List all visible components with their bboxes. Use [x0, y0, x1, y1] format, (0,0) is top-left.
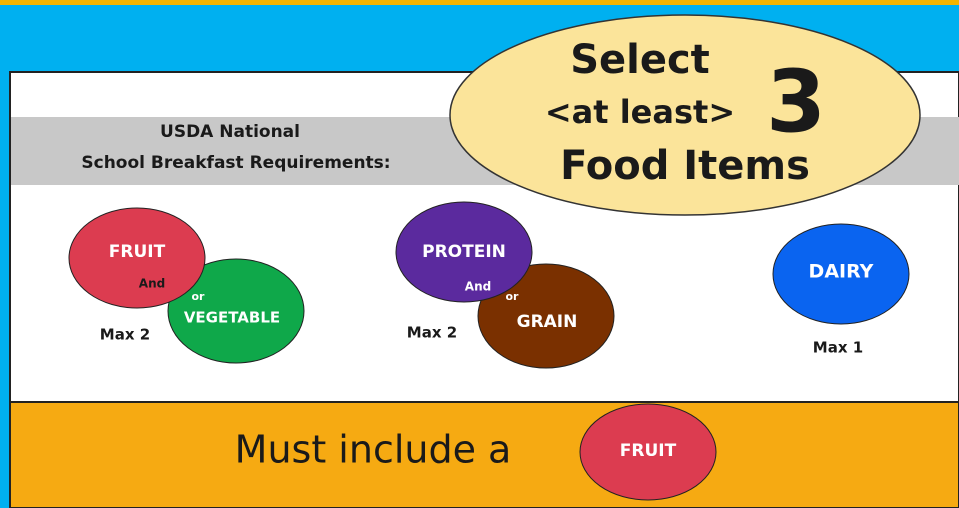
footer-badge: [579, 403, 717, 501]
footer-text: Must include a: [235, 428, 512, 472]
connector: And: [139, 277, 165, 291]
food-label: VEGETABLE: [184, 309, 280, 327]
callout: [449, 14, 921, 216]
food-circle: [68, 207, 206, 309]
food-circle: [395, 201, 533, 303]
food-label: PROTEIN: [422, 242, 506, 262]
food-label: GRAIN: [517, 312, 578, 332]
footer-badge-label: FRUIT: [620, 441, 677, 461]
header-title: USDA National: [160, 122, 300, 142]
callout-text: Food Items: [560, 143, 810, 189]
callout-number: 3: [766, 52, 826, 152]
limit: Max 2: [100, 326, 150, 344]
limit: Max 1: [813, 339, 863, 357]
footer-band: [9, 401, 959, 508]
header-title: School Breakfast Requirements:: [81, 153, 390, 173]
limit: Max 2: [407, 324, 457, 342]
connector: or: [192, 290, 206, 303]
food-label: FRUIT: [109, 242, 166, 262]
connector: And: [465, 280, 491, 294]
food-circle: [477, 263, 615, 369]
callout-text: <at least>: [545, 93, 735, 131]
food-circle: [772, 223, 910, 325]
connector: or: [506, 290, 520, 303]
food-label: DAIRY: [809, 261, 874, 283]
food-circle: [167, 258, 305, 364]
top-strip: [0, 0, 959, 5]
callout-text: Select: [570, 37, 710, 83]
